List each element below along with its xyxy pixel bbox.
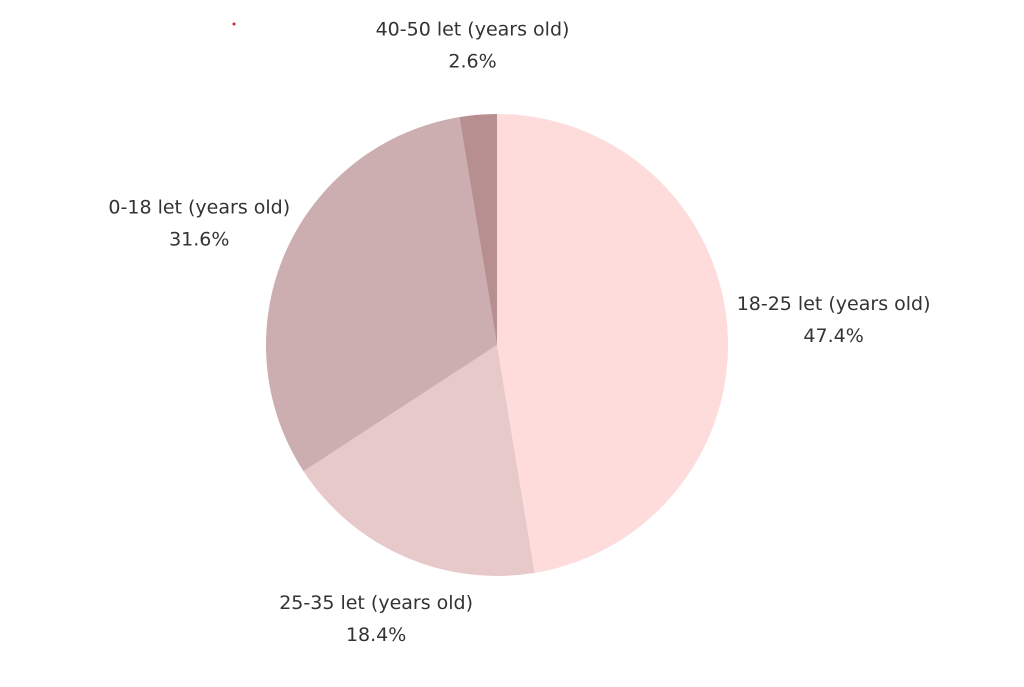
dot: [232, 22, 236, 26]
slice-label: 18-25 let (years old) 47.4%: [737, 293, 931, 347]
slice-name: 0-18 let (years old): [108, 197, 290, 219]
pie-slice: [497, 114, 729, 573]
slice-name: 40-50 let (years old): [376, 19, 570, 41]
slice-value: 47.4%: [803, 325, 863, 347]
slice-name: 18-25 let (years old): [737, 293, 931, 315]
slice-label: 25-35 let (years old) 18.4%: [279, 592, 473, 646]
slice-label: 0-18 let (years old) 31.6%: [108, 197, 290, 251]
slice-label: 40-50 let (years old) 2.6%: [376, 19, 570, 73]
slice-value: 2.6%: [448, 51, 496, 73]
pie-slice: [459, 114, 497, 345]
pie-slice: [303, 345, 535, 576]
pie-slice: [266, 117, 497, 472]
slice-value: 18.4%: [346, 624, 406, 646]
slice-name: 25-35 let (years old): [279, 592, 473, 614]
slice-value: 31.6%: [169, 229, 229, 251]
